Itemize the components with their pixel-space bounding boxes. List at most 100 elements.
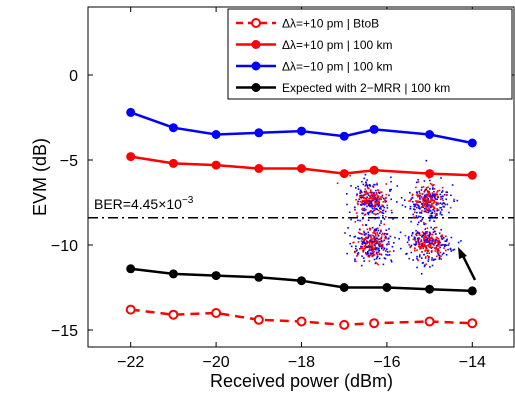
data-point <box>339 319 350 330</box>
constellation-point <box>423 203 425 205</box>
constellation-point <box>445 254 448 256</box>
constellation-point <box>365 224 368 226</box>
constellation-point <box>356 255 358 257</box>
y-tick-label: −5 <box>60 153 78 170</box>
constellation-point <box>427 193 430 196</box>
constellation-point <box>383 206 385 209</box>
constellation-point <box>431 205 434 208</box>
constellation-point <box>390 260 393 263</box>
constellation-point <box>431 257 433 259</box>
constellation-point <box>371 246 374 248</box>
constellation-point <box>361 255 363 257</box>
constellation-point <box>377 247 379 249</box>
constellation-point <box>377 229 380 232</box>
constellation-point <box>376 183 378 186</box>
constellation-point <box>422 243 424 246</box>
constellation-point <box>437 190 439 192</box>
constellation-point <box>423 253 425 256</box>
constellation-point <box>456 199 459 202</box>
constellation-point <box>364 213 367 216</box>
constellation-point <box>427 197 429 200</box>
constellation-point <box>421 236 423 238</box>
constellation-point <box>443 202 446 205</box>
constellation-point <box>417 178 419 181</box>
constellation-point <box>355 187 357 189</box>
constellation-point <box>388 254 391 256</box>
constellation-point <box>425 187 428 189</box>
constellation-point <box>436 213 438 215</box>
legend-marker <box>251 40 261 49</box>
constellation-point <box>356 193 358 195</box>
constellation-point <box>389 190 391 192</box>
constellation-point <box>366 212 369 214</box>
constellation-point <box>359 191 361 193</box>
constellation-point <box>445 191 448 193</box>
constellation-point <box>420 257 423 259</box>
constellation-point <box>366 245 369 248</box>
constellation-point <box>369 200 371 203</box>
constellation-point <box>434 242 436 245</box>
constellation-point <box>379 241 381 243</box>
constellation-point <box>443 247 445 249</box>
constellation-point <box>439 213 442 215</box>
constellation-point <box>365 181 367 183</box>
constellation-point <box>433 240 436 243</box>
constellation-point <box>425 236 427 239</box>
constellation-point <box>440 196 442 198</box>
constellation-point <box>422 204 425 207</box>
constellation-point <box>410 251 413 254</box>
constellation-point <box>371 240 374 243</box>
constellation-point <box>370 192 373 194</box>
constellation-point <box>426 249 428 252</box>
constellation-point <box>415 186 417 189</box>
constellation-point <box>422 234 424 237</box>
inset-arrow-line <box>460 253 477 281</box>
constellation-point <box>417 231 419 233</box>
constellation-point <box>435 236 438 239</box>
constellation-point <box>388 243 390 245</box>
constellation-point <box>357 254 359 256</box>
constellation-point <box>368 203 371 205</box>
constellation-point <box>431 198 433 201</box>
constellation-point <box>443 237 445 239</box>
constellation-point <box>405 253 407 255</box>
constellation-point <box>424 228 427 230</box>
constellation-point <box>362 209 364 212</box>
constellation-point <box>365 208 367 211</box>
constellation-point <box>368 227 371 230</box>
constellation-cluster <box>344 219 402 267</box>
constellation-point <box>423 265 426 268</box>
constellation-point <box>435 214 438 217</box>
constellation-point <box>426 197 428 199</box>
y-axis-label: EVM (dB) <box>30 138 50 216</box>
constellation-point <box>380 229 382 231</box>
constellation-point <box>414 247 416 250</box>
constellation-point <box>410 220 412 223</box>
constellation-point <box>429 266 431 268</box>
constellation-point <box>355 245 357 247</box>
constellation-point <box>384 257 387 260</box>
constellation-point <box>374 196 376 199</box>
constellation-point <box>414 237 416 240</box>
constellation-point <box>430 226 432 229</box>
constellation-point <box>435 247 437 250</box>
constellation-point <box>409 200 412 202</box>
data-point <box>425 130 435 139</box>
constellation-point <box>417 243 420 245</box>
y-tick-label: −10 <box>51 238 78 255</box>
constellation-point <box>442 195 444 198</box>
constellation-point <box>421 218 423 221</box>
constellation-point <box>432 199 434 201</box>
constellation-point <box>415 181 418 184</box>
constellation-point <box>441 191 443 194</box>
constellation-point <box>434 241 437 243</box>
constellation-point <box>418 215 420 218</box>
constellation-point <box>373 258 376 261</box>
constellation-point <box>370 204 373 207</box>
data-point <box>424 316 435 327</box>
constellation-point <box>370 240 372 242</box>
constellation-point <box>360 202 363 204</box>
constellation-point <box>444 245 446 248</box>
inset-arrow-head <box>458 247 467 259</box>
constellation-point <box>440 244 443 247</box>
